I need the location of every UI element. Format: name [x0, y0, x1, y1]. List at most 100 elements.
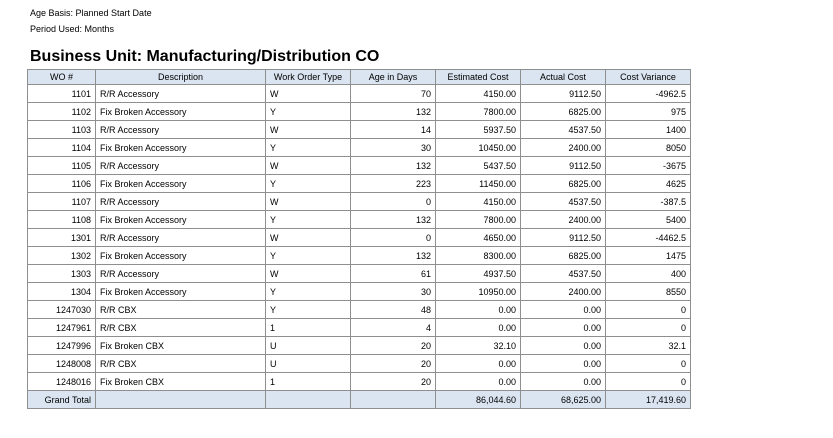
table-cell: 1	[265, 318, 351, 337]
table-cell: 132	[350, 102, 436, 121]
table-cell: -387.5	[605, 192, 691, 211]
table-cell: 30	[350, 138, 436, 157]
column-header: Description	[95, 69, 266, 85]
table-cell: 1247030	[27, 300, 96, 319]
table-cell: 9112.50	[520, 228, 606, 247]
table-cell: R/R Accessory	[95, 264, 266, 283]
table-cell: 6825.00	[520, 174, 606, 193]
table-cell: Y	[265, 210, 351, 229]
table-cell: R/R Accessory	[95, 120, 266, 139]
table-cell: 11450.00	[435, 174, 521, 193]
table-cell: Fix Broken Accessory	[95, 210, 266, 229]
table-cell: R/R Accessory	[95, 192, 266, 211]
column-header: Work Order Type	[265, 69, 351, 85]
table-row: 1247996 Fix Broken CBX U 20 32.10 0.00 32.1	[27, 336, 691, 355]
table-cell: 1108	[27, 210, 96, 229]
table-cell: R/R CBX	[95, 318, 266, 337]
table-cell: 400	[605, 264, 691, 283]
table-cell: R/R CBX	[95, 354, 266, 373]
table-cell: 61	[350, 264, 436, 283]
table-cell: Fix Broken Accessory	[95, 282, 266, 301]
table-cell: -4962.5	[605, 84, 691, 103]
table-cell: R/R Accessory	[95, 228, 266, 247]
table-cell: 8550	[605, 282, 691, 301]
table-row: 1247961 R/R CBX 1 4 0.00 0.00 0	[27, 318, 691, 337]
table-cell: 10950.00	[435, 282, 521, 301]
table-cell: 1475	[605, 246, 691, 265]
table-cell: Fix Broken CBX	[95, 372, 266, 391]
table-row: 1106 Fix Broken Accessory Y 223 11450.00 6825…	[27, 174, 691, 193]
table-cell: 1303	[27, 264, 96, 283]
table-cell: 4	[350, 318, 436, 337]
table-cell: 1248008	[27, 354, 96, 373]
column-header: Age in Days	[350, 69, 436, 85]
total-row: Grand Total 86,044.60 68,625.00 17,419.60	[27, 390, 691, 409]
table-cell: 32.10	[435, 336, 521, 355]
table-row: 1302 Fix Broken Accessory Y 132 8300.00 6825.…	[27, 246, 691, 265]
column-header: Estimated Cost	[435, 69, 521, 85]
empty-cell	[95, 390, 266, 409]
table-cell: 1103	[27, 120, 96, 139]
column-header: Actual Cost	[520, 69, 606, 85]
total-cost-variance: 17,419.60	[605, 390, 691, 409]
table-cell: W	[265, 192, 351, 211]
table-cell: Y	[265, 282, 351, 301]
table-cell: 132	[350, 246, 436, 265]
table-cell: 4150.00	[435, 192, 521, 211]
table-row: 1248008 R/R CBX U 20 0.00 0.00 0	[27, 354, 691, 373]
table-cell: W	[265, 228, 351, 247]
table-cell: 9112.50	[520, 156, 606, 175]
table-cell: Y	[265, 300, 351, 319]
table-cell: U	[265, 354, 351, 373]
table-cell: Fix Broken Accessory	[95, 174, 266, 193]
table-cell: 4625	[605, 174, 691, 193]
table-cell: 7800.00	[435, 210, 521, 229]
period-used: Period Used: Months	[30, 24, 115, 34]
total-actual-cost: 68,625.00	[520, 390, 606, 409]
table-cell: 132	[350, 156, 436, 175]
table-cell: 1301	[27, 228, 96, 247]
table-cell: 32.1	[605, 336, 691, 355]
table-row: 1247030 R/R CBX Y 48 0.00 0.00 0	[27, 300, 691, 319]
table-cell: U	[265, 336, 351, 355]
table-cell: 0.00	[520, 372, 606, 391]
total-estimated-cost: 86,044.60	[435, 390, 521, 409]
table-cell: 48	[350, 300, 436, 319]
empty-cell	[265, 390, 351, 409]
table-cell: 4537.50	[520, 192, 606, 211]
table-cell: 0.00	[435, 354, 521, 373]
table-cell: 0.00	[435, 318, 521, 337]
table-cell: 2400.00	[520, 210, 606, 229]
table-cell: 0	[605, 300, 691, 319]
table-cell: 5937.50	[435, 120, 521, 139]
work-order-table: WO # Description Work Order Type Age in Day…	[27, 69, 691, 409]
table-row: 1108 Fix Broken Accessory Y 132 7800.00 2400.…	[27, 210, 691, 229]
table-cell: 975	[605, 102, 691, 121]
table-cell: 1248016	[27, 372, 96, 391]
table-cell: 0	[605, 354, 691, 373]
table-cell: 20	[350, 336, 436, 355]
table-row: 1107 R/R Accessory W 0 4150.00 4537.50 -387.5	[27, 192, 691, 211]
table-row: 1301 R/R Accessory W 0 4650.00 9112.50 -4462.5	[27, 228, 691, 247]
table-cell: 2400.00	[520, 282, 606, 301]
table-cell: 0.00	[435, 300, 521, 319]
table-cell: W	[265, 84, 351, 103]
table-cell: 1	[265, 372, 351, 391]
table-cell: 1105	[27, 156, 96, 175]
table-cell: 20	[350, 372, 436, 391]
table-cell: 1106	[27, 174, 96, 193]
table-cell: 0	[350, 192, 436, 211]
table-cell: W	[265, 264, 351, 283]
table-cell: 1107	[27, 192, 96, 211]
table-row: 1102 Fix Broken Accessory Y 132 7800.00 6825.…	[27, 102, 691, 121]
table-cell: 0.00	[435, 372, 521, 391]
table-cell: Y	[265, 102, 351, 121]
table-cell: 0.00	[520, 354, 606, 373]
table-cell: Y	[265, 138, 351, 157]
table-cell: -3675	[605, 156, 691, 175]
table-cell: Fix Broken Accessory	[95, 102, 266, 121]
table-cell: 4537.50	[520, 264, 606, 283]
table-cell: 5400	[605, 210, 691, 229]
table-cell: Y	[265, 246, 351, 265]
table-row: 1104 Fix Broken Accessory Y 30 10450.00 2400.…	[27, 138, 691, 157]
